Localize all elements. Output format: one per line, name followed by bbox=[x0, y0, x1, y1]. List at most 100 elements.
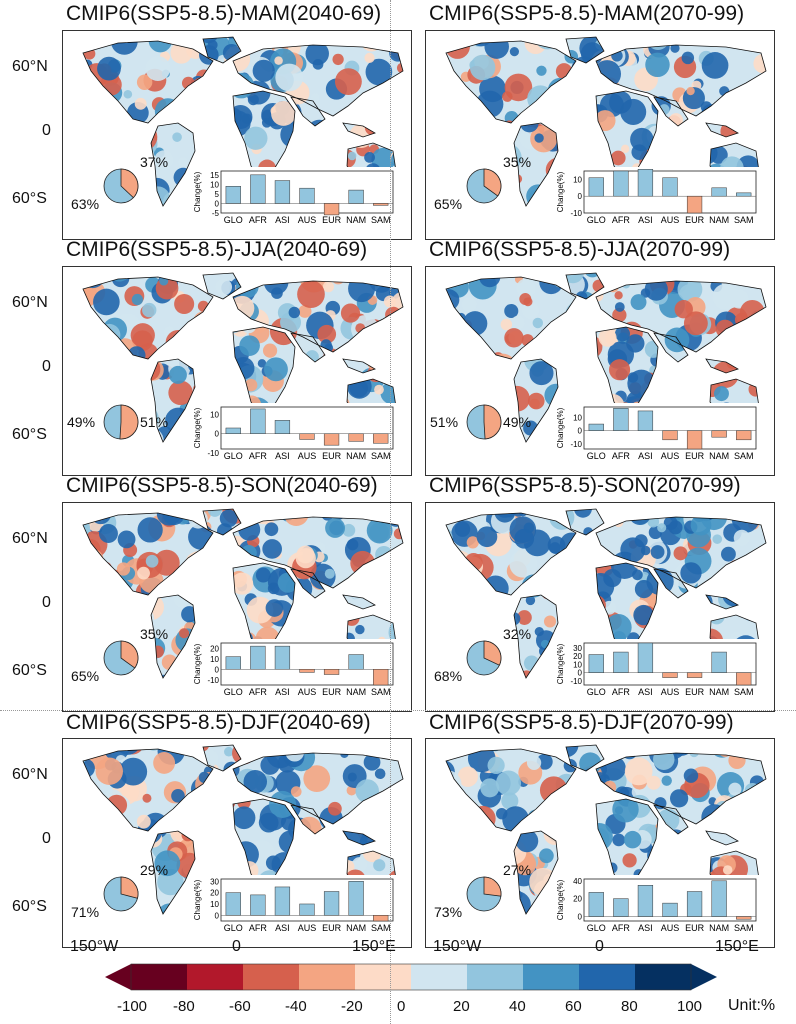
inset-bar-chart: GLO AFR ASI AUS EUR NAM SAM 30 20 10 0 -10 Change(%) bbox=[554, 639, 774, 711]
region-label: AFR bbox=[249, 923, 268, 933]
colorbar-low-arrow bbox=[105, 964, 131, 990]
bar-aus bbox=[662, 902, 678, 917]
pie-positive-label: 29% bbox=[140, 862, 169, 878]
region-label: EUR bbox=[685, 215, 705, 225]
bar-sam bbox=[373, 203, 389, 206]
region-label: SAM bbox=[734, 451, 754, 461]
inset-y-label: Change(%) bbox=[193, 643, 202, 684]
region-label: EUR bbox=[685, 923, 705, 933]
region-label: GLO bbox=[224, 215, 243, 225]
pie-negative-label: 63% bbox=[71, 196, 100, 212]
colorbar-tick: -100 bbox=[117, 998, 148, 1015]
bar-nam bbox=[348, 881, 364, 916]
guide-line-vertical bbox=[390, 0, 391, 1024]
map-panel: 35% 65% GLO AFR ASI AUS EUR NAM SAM 10 0 -10 Change(… bbox=[425, 30, 775, 240]
region-label: GLO bbox=[587, 923, 606, 933]
longitude-label: 150°E bbox=[715, 938, 759, 955]
region-label: NAM bbox=[709, 215, 729, 225]
panel-title: CMIP6(SSP5-8.5)-DJF(2070-99) bbox=[429, 711, 734, 734]
colorbar-tick: 60 bbox=[565, 998, 582, 1015]
panel-title: CMIP6(SSP5-8.5)-JJA(2070-99) bbox=[429, 238, 731, 261]
pie-chart bbox=[103, 404, 139, 440]
region-label: AFR bbox=[612, 687, 631, 697]
panel-title: CMIP6(SSP5-8.5)-MAM(2040-69) bbox=[66, 2, 382, 25]
bar-eur bbox=[686, 891, 703, 917]
region-label: AUS bbox=[298, 215, 317, 225]
bar-eur bbox=[686, 430, 703, 450]
bar-afr bbox=[250, 894, 266, 916]
region-label: AFR bbox=[612, 923, 631, 933]
latitude-label: 60°N bbox=[12, 766, 48, 783]
colorbar-tick: 80 bbox=[621, 998, 638, 1015]
colorbar-segment bbox=[635, 964, 691, 990]
inset-bar-chart: GLO AFR ASI AUS EUR NAM SAM 40 20 0 Change(%) bbox=[554, 875, 774, 947]
y-tick: 0 bbox=[215, 911, 220, 920]
pie-positive-slice bbox=[483, 876, 502, 897]
pie-negative-label: 73% bbox=[434, 904, 463, 920]
colorbar-segment bbox=[411, 964, 467, 990]
panel-title: CMIP6(SSP5-8.5)-SON(2040-69) bbox=[66, 474, 378, 497]
bar-glo bbox=[225, 656, 241, 670]
region-label: ASI bbox=[275, 923, 290, 933]
inset-y-label: Change(%) bbox=[556, 171, 565, 212]
y-tick: -10 bbox=[207, 449, 219, 458]
colorbar-segment bbox=[243, 964, 299, 990]
pie-negative-label: 65% bbox=[71, 668, 100, 684]
inset-bar-chart: GLO AFR ASI AUS EUR NAM SAM 10 0 -10 Change(%) bbox=[554, 403, 774, 475]
longitude-label: 150°W bbox=[433, 938, 482, 955]
region-label: ASI bbox=[275, 451, 290, 461]
bar-aus bbox=[662, 177, 678, 197]
bar-aus bbox=[299, 187, 315, 204]
region-label: AUS bbox=[298, 451, 317, 461]
bar-afr bbox=[250, 174, 266, 204]
y-tick: 15 bbox=[210, 171, 219, 180]
bar-aus bbox=[299, 903, 315, 916]
bar-nam bbox=[711, 651, 727, 673]
region-label: GLO bbox=[587, 215, 606, 225]
bar-afr bbox=[613, 408, 629, 431]
bar-glo bbox=[588, 177, 604, 197]
latitude-label: 60°N bbox=[12, 58, 48, 75]
region-label: EUR bbox=[685, 451, 705, 461]
bar-asi bbox=[274, 420, 291, 434]
inset-bar-chart: GLO AFR ASI AUS EUR NAM SAM 15 10 5 0 -5 Change(%) bbox=[191, 167, 411, 239]
map-panel: 37% 63% GLO AFR ASI AUS EUR NAM SAM 15 10 5 0 -5 Chang… bbox=[62, 30, 412, 240]
y-tick: 40 bbox=[573, 877, 582, 886]
pie-negative-label: 65% bbox=[434, 196, 463, 212]
inset-bar-chart: GLO AFR ASI AUS EUR NAM SAM 20 10 0 -10 Change(%) bbox=[191, 639, 411, 711]
colorbar-unit: Unit:% bbox=[728, 997, 776, 1014]
latitude-label: 0 bbox=[42, 122, 51, 139]
bar-aus bbox=[299, 433, 315, 440]
region-label: AUS bbox=[661, 451, 680, 461]
pie-positive-slice bbox=[483, 404, 502, 440]
longitude-label: 150°W bbox=[70, 938, 119, 955]
bar-aus bbox=[662, 430, 678, 441]
colorbar-segment bbox=[467, 964, 523, 990]
region-label: ASI bbox=[638, 687, 653, 697]
colorbar-segment bbox=[187, 964, 243, 990]
bar-eur bbox=[323, 433, 340, 446]
y-tick: 0 bbox=[578, 192, 583, 201]
pie-negative-label: 68% bbox=[434, 668, 463, 684]
panel-title: CMIP6(SSP5-8.5)-MAM(2070-99) bbox=[429, 2, 745, 25]
latitude-label: 60°N bbox=[12, 294, 48, 311]
y-tick: -10 bbox=[207, 676, 219, 685]
region-label: AUS bbox=[298, 923, 317, 933]
colorbar-tick: -40 bbox=[285, 998, 307, 1015]
region-label: GLO bbox=[224, 687, 243, 697]
colorbar-tick: 0 bbox=[397, 998, 406, 1015]
bar-nam bbox=[711, 880, 727, 917]
pie-negative-label: 49% bbox=[67, 414, 96, 430]
colorbar-tick: 20 bbox=[453, 998, 470, 1015]
bar-asi bbox=[274, 886, 291, 916]
y-tick: 10 bbox=[210, 900, 219, 909]
region-label: GLO bbox=[224, 923, 243, 933]
bar-nam bbox=[711, 187, 727, 197]
region-label: ASI bbox=[275, 687, 290, 697]
bar-aus bbox=[662, 672, 678, 678]
region-label: SAM bbox=[734, 923, 754, 933]
bar-afr bbox=[613, 170, 629, 197]
colorbar-tick: -60 bbox=[229, 998, 251, 1015]
y-tick: -5 bbox=[212, 209, 220, 218]
pie-positive-label: 27% bbox=[503, 862, 532, 878]
